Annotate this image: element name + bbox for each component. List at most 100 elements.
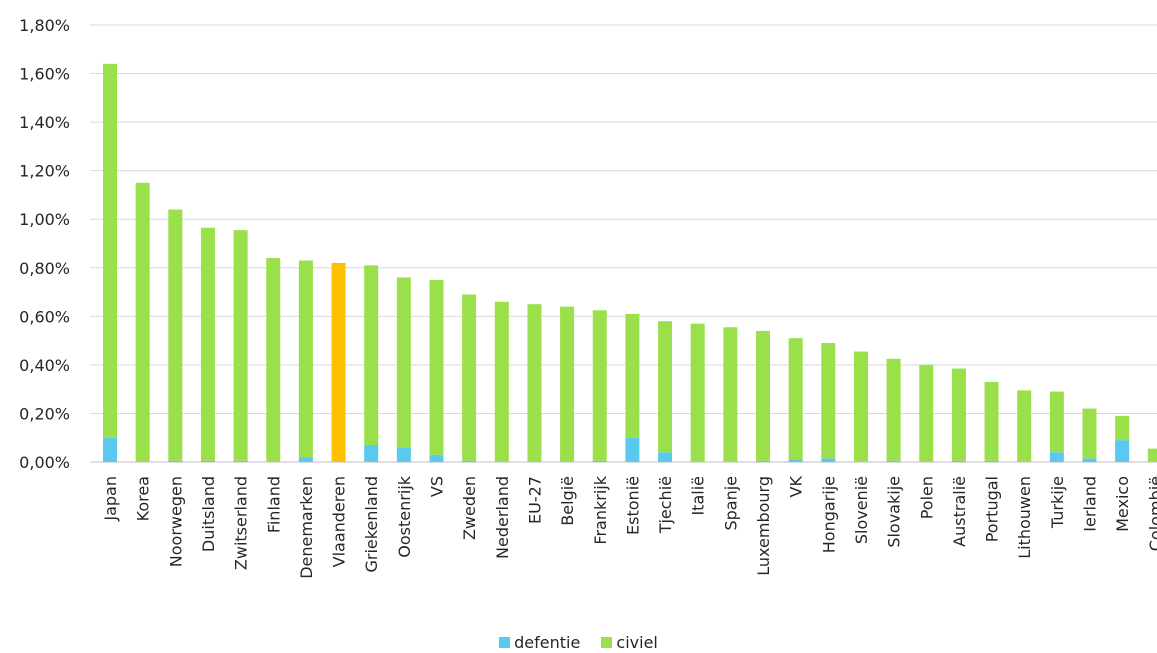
bar-defentie-oostenrijk (396, 447, 411, 462)
bar-civiel-luxembourg (756, 330, 770, 461)
bar-civiel-nederland (494, 301, 509, 462)
y-tick-label: 1,40% (19, 113, 70, 132)
x-tick-label: Tjechië (656, 476, 675, 534)
x-tick-label: Australië (950, 476, 969, 547)
bar-defentie-ierland (1082, 458, 1097, 462)
bar-defentie-noorwegen (168, 460, 183, 462)
y-tick-label: 1,00% (19, 210, 70, 229)
legend-swatch-civiel (601, 637, 613, 648)
bar-civiel-polen (919, 364, 934, 462)
y-tick-label: 0,20% (19, 404, 70, 423)
bar-defentie-griekenland (364, 445, 379, 462)
bar-civiel-vs (429, 279, 444, 455)
bar-civiel-hongarije (821, 343, 836, 459)
bar-civiel-colombië (1147, 448, 1157, 462)
legend-item-defentie: defentie (499, 633, 580, 652)
x-tick-label: Mexico (1113, 476, 1132, 532)
x-tick-label: EU-27 (525, 476, 544, 524)
legend-item-civiel: civiel (601, 633, 658, 652)
bar-civiel-vlaanderen (331, 262, 346, 462)
x-tick-label: Slovakije (885, 476, 904, 548)
bar-civiel-korea (135, 182, 150, 463)
bar-defentie-japan (103, 437, 117, 462)
x-tick-label: Estonië (623, 476, 642, 535)
bar-civiel-noorwegen (168, 209, 183, 461)
bar-civiel-estonië (625, 313, 640, 438)
x-tick-label: Korea (134, 476, 153, 521)
bar-defentie-australië (951, 460, 966, 462)
bars (103, 63, 1157, 463)
bar-civiel-denemarken (298, 260, 313, 458)
bar-defentie-zwitserland (233, 460, 248, 462)
bar-civiel-oostenrijk (396, 277, 411, 448)
bar-civiel-portugal (984, 381, 999, 461)
y-tick-label: 0,00% (19, 453, 70, 472)
bar-defentie-duitsland (200, 460, 215, 462)
bar-defentie-turkije (1049, 452, 1064, 462)
x-tick-label: Denemarken (297, 476, 316, 579)
x-tick-label: Nederland (493, 476, 512, 559)
bar-civiel-griekenland (364, 265, 379, 446)
y-tick-label: 1,20% (19, 162, 70, 181)
x-tick-label: België (558, 476, 577, 526)
x-tick-label: Japan (101, 476, 120, 522)
x-tick-label: Zweden (460, 476, 479, 540)
bar-civiel-zwitserland (233, 230, 248, 461)
x-tick-label: Portugal (983, 476, 1002, 542)
bar-defentie-portugal (984, 460, 999, 462)
bar-civiel-lithouwen (1017, 390, 1032, 462)
legend-swatch-defentie (499, 637, 511, 648)
x-tick-label: VK (787, 475, 806, 497)
bar-defentie-zweden (462, 460, 477, 462)
y-tick-label: 1,60% (19, 65, 70, 84)
bar-defentie-denemarken (298, 457, 313, 462)
bar-civiel-slovakije (886, 358, 901, 461)
x-tick-label: Italië (689, 476, 708, 516)
y-tick-label: 1,80% (19, 16, 70, 35)
bar-civiel-australië (951, 368, 966, 461)
bar-defentie-luxembourg (756, 460, 770, 462)
x-tick-label: Vlaanderen (330, 476, 349, 567)
x-tick-label: Turkije (1048, 476, 1067, 529)
bar-chart: 0,00% 0,20% 0,40% 0,60% 0,80% 1,00% 1,20% 1,40%… (19, 16, 1157, 579)
bar-civiel-ierland (1082, 408, 1097, 459)
x-tick-label: Luxembourg (754, 476, 773, 576)
legend-label-civiel: civiel (616, 633, 658, 652)
y-tick-label: 0,40% (19, 356, 70, 375)
bar-civiel-duitsland (200, 227, 215, 461)
x-tick-label: Polen (917, 476, 936, 519)
bar-civiel-frankrijk (592, 310, 607, 461)
x-tick-label: Oostenrijk (395, 475, 414, 557)
bar-civiel-spanje (723, 327, 738, 462)
x-tick-label: Finland (264, 476, 283, 533)
x-tick-label: Lithouwen (1015, 476, 1034, 559)
bar-defentie-vk (788, 459, 803, 462)
bar-civiel-turkije (1049, 391, 1064, 453)
bar-civiel-italië (690, 323, 705, 462)
bar-defentie-vs (429, 454, 444, 462)
bar-civiel-vk (788, 338, 803, 460)
x-tick-label: VS (428, 476, 447, 497)
x-tick-label: Duitsland (199, 476, 218, 552)
x-tick-label: Slovenië (852, 476, 871, 544)
x-tick-label: Colombië (1146, 476, 1157, 551)
legend: defentie civiel (0, 633, 1157, 652)
legend-label-defentie: defentie (514, 633, 581, 652)
bar-defentie-frankrijk (592, 460, 607, 462)
bar-civiel-zweden (462, 294, 477, 461)
x-tick-label: Frankrijk (591, 475, 610, 544)
x-tick-label: Hongarije (819, 476, 838, 553)
bar-defentie-tjechië (658, 452, 673, 462)
x-tick-label: Ierland (1081, 476, 1100, 532)
bar-civiel-tjechië (658, 321, 673, 453)
y-tick-label: 0,80% (19, 259, 70, 278)
x-tick-label: Noorwegen (166, 476, 185, 567)
x-tick-label: Griekenland (362, 476, 381, 573)
x-tick-label: Zwitserland (232, 476, 251, 570)
bar-civiel-eu-27 (527, 304, 542, 462)
bar-defentie-estonië (625, 437, 640, 462)
bar-defentie-hongarije (821, 458, 836, 462)
bar-defentie-mexico (1115, 440, 1130, 462)
y-axis: 0,00% 0,20% 0,40% 0,60% 0,80% 1,00% 1,20% 1,40%… (19, 16, 70, 472)
bar-defentie-slovakije (886, 460, 901, 462)
